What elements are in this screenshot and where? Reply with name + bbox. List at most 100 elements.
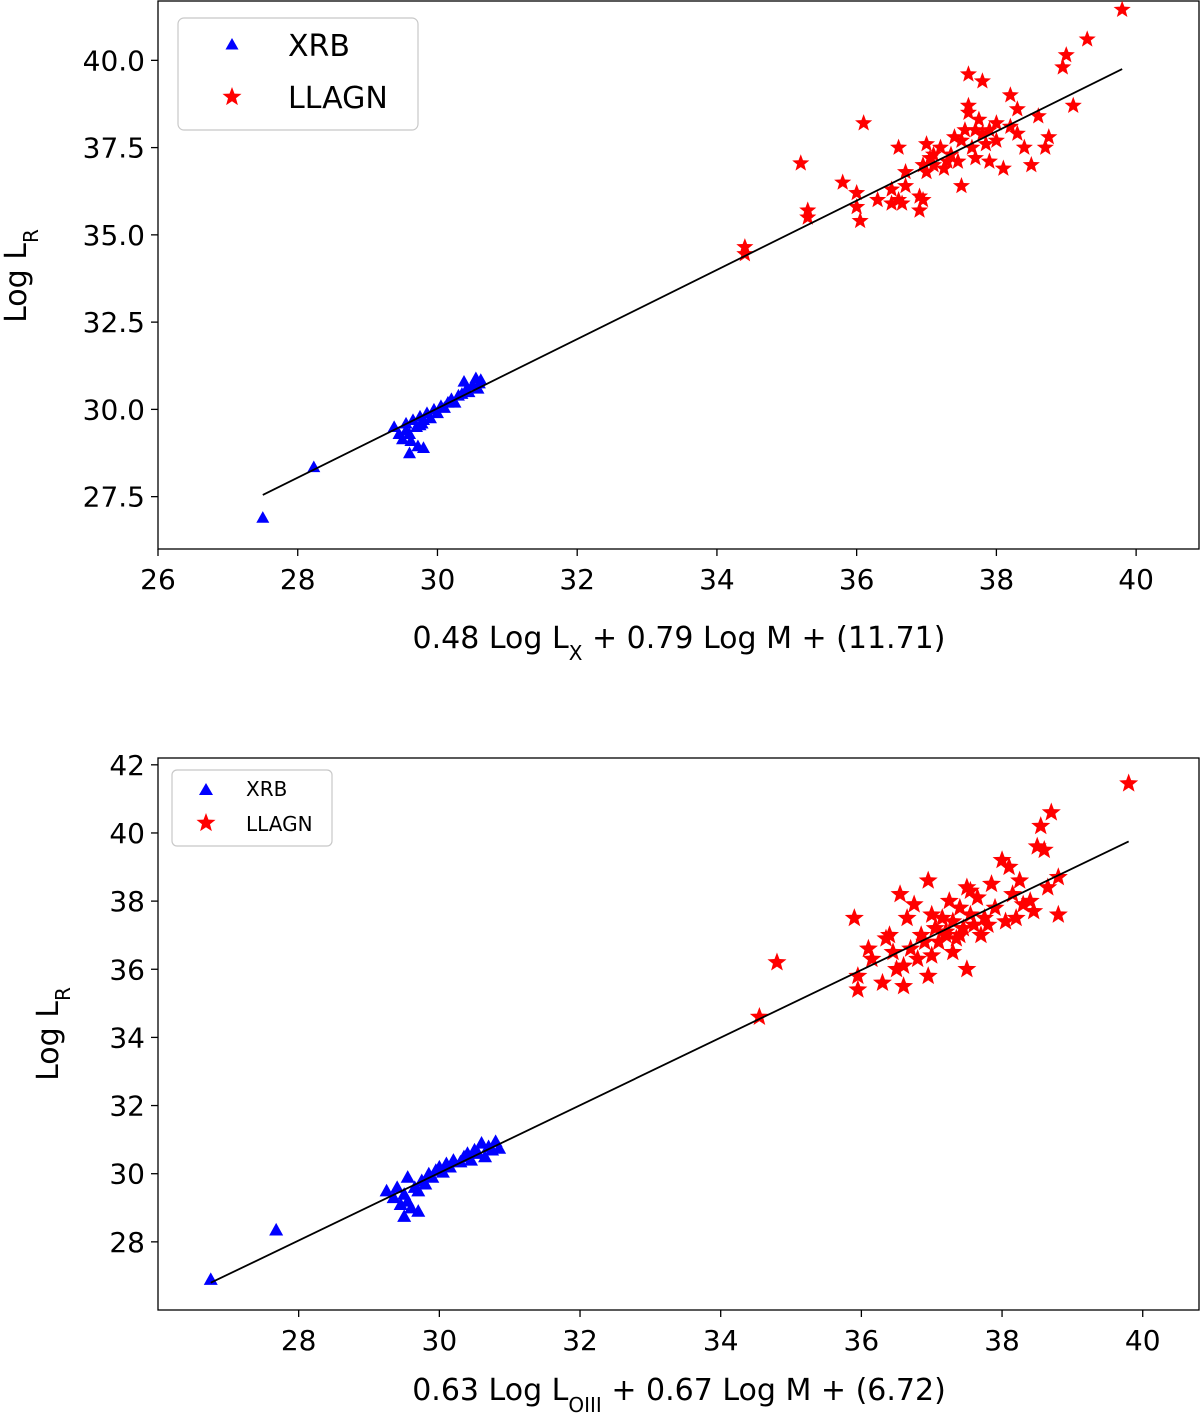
llagn-point [949, 152, 967, 169]
xrb-point [269, 1222, 284, 1236]
legend-marker-xrb [225, 38, 239, 50]
llagn-point [901, 938, 921, 957]
llagn-point [749, 1006, 769, 1026]
llagn-point [931, 138, 950, 155]
llagn-point [992, 850, 1012, 869]
llagn-point [855, 114, 873, 131]
llagn-point [1113, 0, 1131, 18]
llagn-point [767, 952, 787, 971]
x-tick-label: 34 [699, 563, 735, 596]
chart-panel-lx: 26 28 30 32 34 36 38 40 27.5 30.0 32.5 35.0 37.5 40.… [0, 0, 1200, 665]
plot-frame [157, 0, 1200, 550]
llagn-point [950, 925, 970, 944]
llagn-point [1022, 156, 1040, 173]
xrb-point [386, 1190, 401, 1204]
llagn-point [869, 190, 887, 208]
y-tick-label: 40.0 [83, 44, 145, 77]
llagn-point [883, 942, 903, 961]
llagn-point [1064, 96, 1082, 113]
data-marks [256, 0, 1131, 523]
y-tick-label: 28 [109, 1226, 145, 1259]
xrb-point [404, 434, 418, 446]
llagn-point [880, 925, 900, 944]
llagn-point [848, 197, 866, 215]
llagn-point [1024, 901, 1044, 920]
llagn-point [922, 904, 942, 923]
llagn-point [890, 138, 908, 155]
llagn-point [963, 138, 981, 155]
llagn-point [883, 180, 901, 197]
xrb-point [397, 1209, 412, 1222]
llagn-point [1008, 100, 1026, 117]
fit-line [210, 840, 1130, 1284]
llagn-point [959, 65, 977, 82]
x-ticks: 26 28 30 32 34 36 38 40 [140, 549, 1154, 596]
x-ticks: 28 30 32 34 36 38 40 [281, 1310, 1161, 1357]
llagn-point [897, 908, 917, 927]
y-tick-label: 27.5 [83, 481, 145, 514]
legend-frame [177, 17, 419, 131]
xrb-point [404, 1200, 419, 1214]
xrb-point [448, 395, 462, 408]
llagn-point [1027, 836, 1047, 855]
llagn-point [996, 911, 1016, 930]
llagn-point [994, 159, 1012, 176]
xrb-point [430, 406, 444, 419]
llagn-point [924, 156, 943, 173]
legend-label-xrb: XRB [246, 777, 287, 801]
xrb-point [457, 374, 471, 387]
llagn-point [883, 194, 901, 211]
llagn-point [858, 938, 878, 957]
llagn-point [848, 183, 866, 201]
llagn-point [894, 955, 914, 974]
llagn-point [792, 154, 810, 171]
llagn-point [980, 152, 998, 169]
y-tick-label: 30 [109, 1158, 145, 1191]
llagn-point [1001, 86, 1019, 103]
llagn-point [844, 908, 864, 927]
llagn-point [911, 925, 931, 944]
x-axis-label: 0.63 Log LOIII + 0.67 Log M + (6.72) [412, 1373, 946, 1413]
legend-label-llagn: LLAGN [288, 81, 388, 116]
llagn-point [897, 176, 915, 194]
llagn-point [1010, 870, 1030, 889]
y-tick-label: 40 [109, 817, 145, 850]
xrb-point [256, 511, 270, 523]
llagn-point [1054, 58, 1072, 75]
llagn-point [957, 959, 977, 978]
llagn-point [938, 152, 957, 169]
xrb-point [203, 1272, 218, 1285]
xrb-point [418, 1176, 433, 1190]
llagn-point [1034, 840, 1054, 859]
x-tick-label: 30 [420, 563, 456, 596]
llagn-point [973, 124, 991, 141]
llagn-point [970, 110, 988, 127]
y-tick-label: 32.5 [83, 306, 145, 339]
llagn-point [959, 103, 977, 120]
llagn-point [1003, 884, 1023, 903]
llagn-point [890, 884, 910, 903]
llagn-point [943, 942, 963, 961]
llagn-point [967, 887, 987, 906]
llagn-point [974, 908, 994, 927]
y-tick-label: 42 [109, 749, 145, 782]
llagn-point [910, 201, 929, 218]
llagn-point [939, 891, 959, 910]
legend-frame [171, 769, 333, 847]
x-axis-label: 0.48 Log LX + 0.79 Log M + (11.71) [413, 621, 946, 665]
llagn-point [985, 897, 1005, 917]
llagn-point [1020, 891, 1040, 910]
llagn-point [918, 966, 938, 985]
y-tick-label: 35.0 [83, 219, 145, 252]
llagn-point [904, 894, 924, 913]
llagn-point [1036, 138, 1054, 155]
x-tick-label: 38 [984, 1324, 1020, 1357]
xrb-point [393, 1197, 408, 1210]
x-tick-label: 36 [839, 563, 875, 596]
llagn-point [1038, 877, 1058, 896]
xrb-point [379, 1183, 394, 1197]
llagn-point [915, 932, 935, 951]
llagn-point [999, 857, 1019, 876]
legend-marker-llagn [196, 813, 216, 832]
x-tick-label: 40 [1125, 1324, 1161, 1357]
